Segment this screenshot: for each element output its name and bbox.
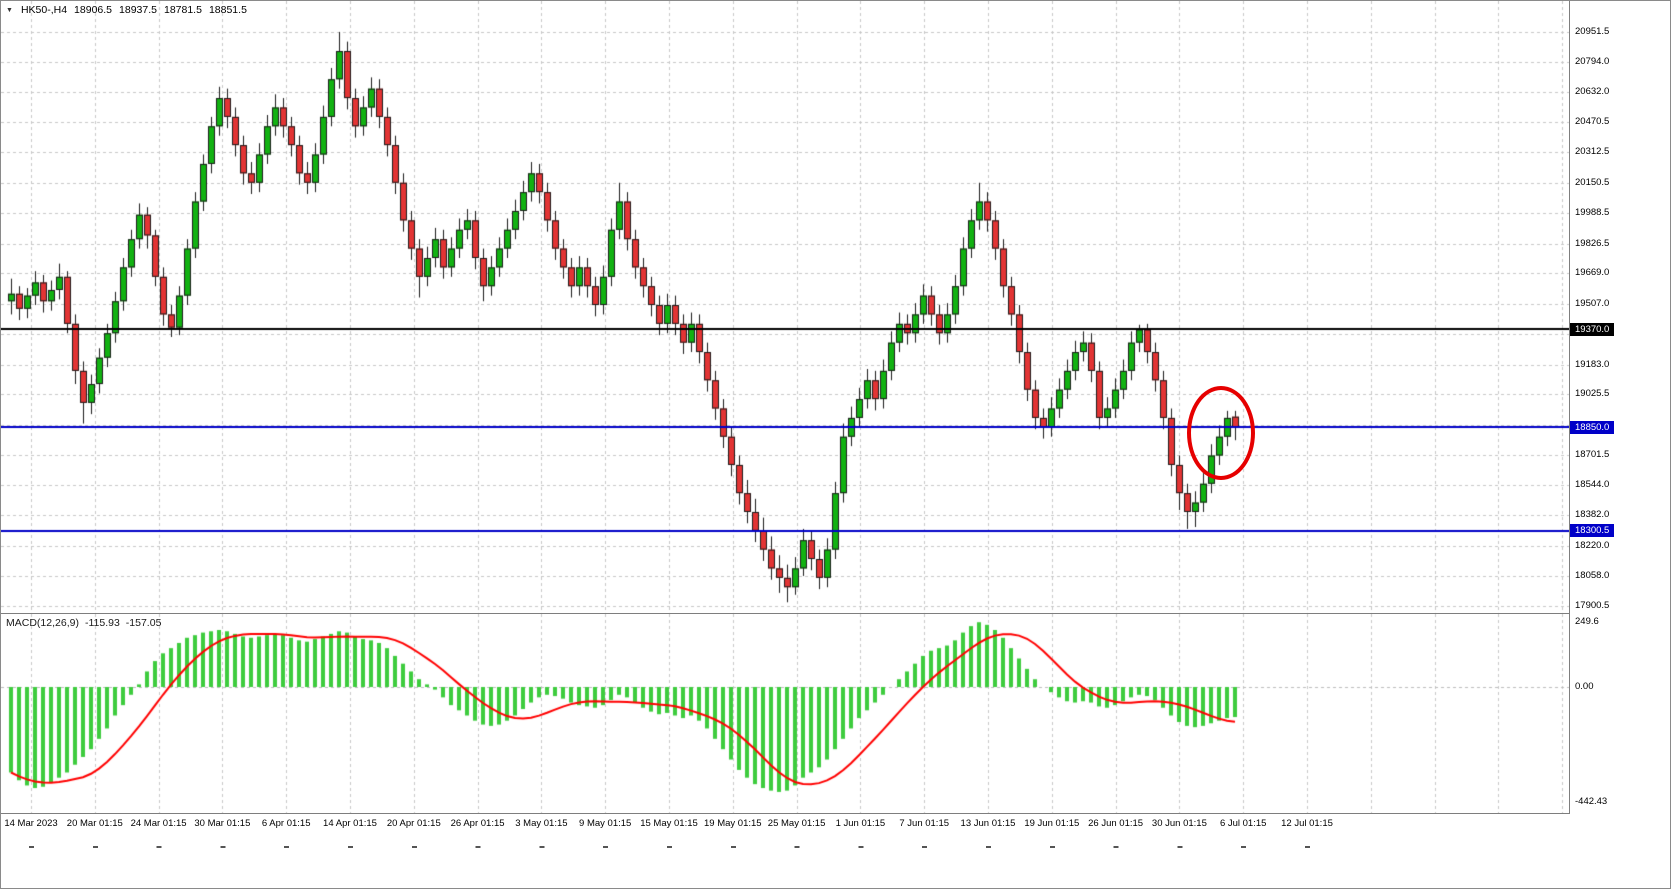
macd-axis-label: 0.00 [1575,681,1594,692]
time-tick-marks [29,846,1329,848]
macd-indicator-canvas[interactable] [1,614,1569,813]
quote-bar: ▼ HK50-,H4 18906.5 18937.5 18781.5 18851… [6,4,247,16]
date-label: 12 Jul 01:15 [1281,818,1333,829]
quote-low: 18781.5 [163,4,202,16]
macd-main-value: -115.93 [84,617,120,629]
date-label: 6 Apr 01:15 [261,818,311,829]
price-axis-separator [1569,1,1570,814]
price-axis-label: 18058.0 [1575,570,1610,582]
price-line-tag: 18850.0 [1570,420,1615,434]
highlight-circle[interactable] [1187,386,1255,480]
date-label: 19 May 01:15 [704,818,762,829]
price-axis-label: 18701.5 [1575,449,1610,461]
price-axis-label: 19826.5 [1575,237,1610,249]
date-label: 6 Jul 01:15 [1219,818,1267,829]
quote-open: 18906.5 [74,4,113,16]
symbol-marker-icon: ▼ [6,6,13,14]
macd-axis-label: -442.43 [1575,795,1608,807]
price-axis-label: 20150.5 [1575,176,1610,188]
price-axis-label: 19669.0 [1575,267,1610,279]
date-label: 20 Apr 01:15 [386,818,441,829]
price-axis-label: 19025.5 [1575,388,1610,400]
quote-close: 18851.5 [208,4,247,16]
macd-indicator-label: MACD(12,26,9) -115.93 -157.05 [6,617,161,629]
price-chart-canvas[interactable] [1,1,1569,614]
date-label: 3 May 01:15 [515,818,568,829]
date-label: 19 Jun 01:15 [1024,818,1080,829]
date-label: 30 Mar 01:15 [194,818,251,829]
symbol-period-label: HK50-,H4 [20,4,68,16]
price-axis-label: 19507.0 [1575,297,1610,309]
price-axis-label: 18544.0 [1575,478,1610,490]
date-label: 1 Jun 01:15 [835,818,886,829]
price-axis-label: 18220.0 [1575,539,1610,551]
time-axis-divider [1,813,1670,814]
date-label: 13 Jun 01:15 [960,818,1016,829]
date-label: 15 May 01:15 [640,818,698,829]
price-axis-label: 20312.5 [1575,146,1610,158]
price-axis-label: 20794.0 [1575,55,1610,67]
price-axis-label: 20632.0 [1575,86,1610,98]
price-line-tag: 19370.0 [1570,322,1615,336]
time-axis[interactable]: 14 Mar 2023 20 Mar 01:15 24 Mar 01:15 30 Ma… [1,814,1569,834]
price-axis-label: 19183.0 [1575,358,1610,370]
macd-signal-value: -157.05 [125,617,162,629]
date-label: 25 May 01:15 [767,818,826,829]
date-label: 14 Apr 01:15 [323,818,377,829]
date-label: 9 May 01:15 [579,818,632,829]
date-label: 14 Mar 2023 [4,818,58,829]
price-axis-label: 20470.5 [1575,116,1610,128]
price-axis[interactable]: 20951.5 20794.0 20632.0 20470.5 20312.5 20150… [1570,1,1670,888]
price-axis-label: 17900.5 [1575,599,1610,611]
date-label: 20 Mar 01:15 [66,818,123,829]
date-label: 24 Mar 01:15 [130,818,187,829]
price-axis-label: 20951.5 [1575,25,1610,37]
date-label: 26 Jun 01:15 [1088,818,1144,829]
date-label: 26 Apr 01:15 [450,818,505,829]
quote-high: 18937.5 [119,4,157,16]
macd-axis-label: 249.6 [1575,616,1599,628]
macd-name: MACD(12,26,9) [6,617,79,629]
price-line-tag: 18300.5 [1570,524,1615,538]
price-axis-label: 18382.0 [1575,509,1610,521]
panel-divider[interactable] [1,613,1670,614]
date-label: 30 Jun 01:15 [1151,818,1207,829]
date-label: 7 Jun 01:15 [899,818,950,829]
price-axis-label: 19988.5 [1575,207,1610,219]
